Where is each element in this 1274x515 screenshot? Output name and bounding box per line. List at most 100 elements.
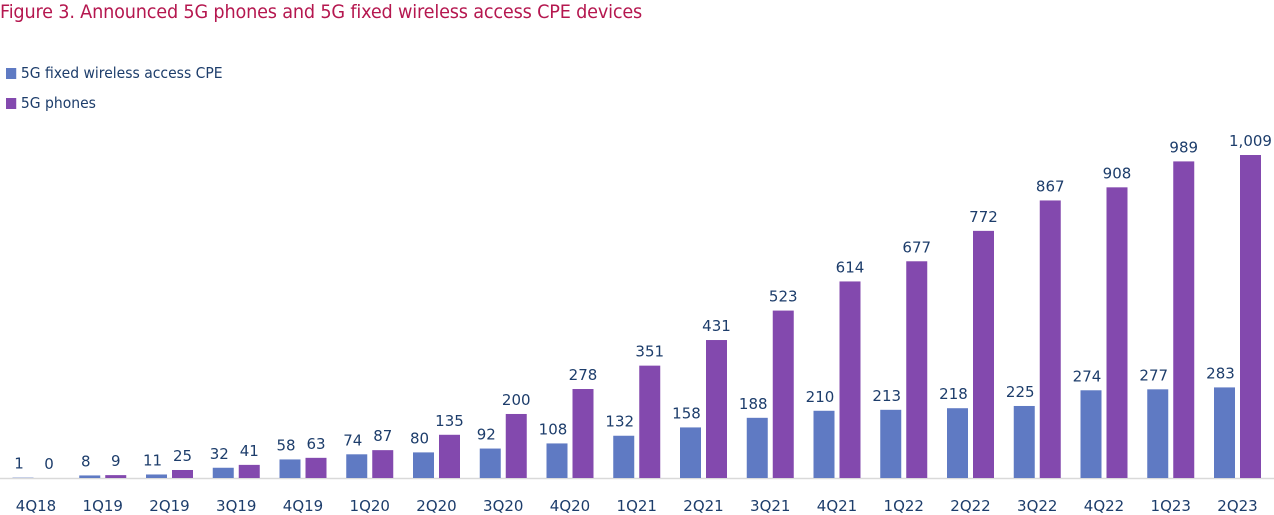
x-tick-label: 4Q20 [550,497,590,515]
x-tick-label: 4Q18 [16,497,56,515]
data-label-cpe: 218 [939,385,968,403]
x-tick-label: 4Q22 [1084,497,1124,515]
data-label-phones: 989 [1169,138,1198,156]
x-tick-label: 4Q19 [283,497,323,515]
bar-phones [1106,187,1128,478]
data-label-cpe: 74 [343,431,362,449]
bar-cpe [613,435,635,478]
data-label-cpe: 188 [739,395,768,413]
bar-phones [906,261,928,478]
data-label-phones: 0 [44,455,54,473]
bar-cpe [546,443,568,478]
bar-phones [572,389,594,478]
bar-phones [172,469,193,478]
data-label-cpe: 92 [477,426,496,444]
x-tick-label: 4Q21 [817,497,857,515]
bar-cpe [813,410,835,478]
data-label-cpe: 11 [143,451,162,469]
legend-swatch-cpe [6,67,17,79]
data-label-phones: 908 [1103,164,1132,182]
chart-title: Figure 3. Announced 5G phones and 5G fix… [0,1,643,23]
bar-cpe [880,409,902,478]
bar-phones [973,230,994,478]
data-label-phones: 200 [502,391,531,409]
bar-phones [305,457,327,478]
bar-cpe [279,459,301,478]
bar-phones [772,310,794,478]
data-label-cpe: 108 [539,420,568,438]
x-tick-label: 3Q19 [216,497,256,515]
bar-cpe [1013,405,1035,478]
x-tick-label: 3Q21 [750,497,790,515]
data-label-phones: 63 [306,435,325,453]
legend-item-phones: 5G phones [6,88,223,118]
data-label-cpe: 80 [410,429,429,447]
data-label-cpe: 32 [210,445,229,463]
bar-phones [105,475,127,478]
x-tick-label: 2Q21 [683,497,723,515]
x-tick-label: 1Q22 [884,497,924,515]
x-tick-label: 2Q23 [1217,497,1257,515]
data-label-cpe: 283 [1206,364,1235,382]
x-tick-label: 3Q20 [483,497,523,515]
bar-phones [372,450,394,478]
legend-label-phones: 5G phones [20,94,96,112]
x-tick-label: 2Q19 [149,497,189,515]
x-tick-label: 2Q20 [416,497,456,515]
data-label-cpe: 277 [1139,366,1168,384]
x-tick-label: 1Q19 [83,497,123,515]
bar-cpe [947,408,968,478]
bar-cpe [1147,389,1169,478]
legend-item-cpe: 5G fixed wireless access CPE [6,58,223,88]
data-label-phones: 867 [1036,177,1065,195]
bar-phones [839,281,861,478]
bar-cpe [79,475,101,478]
data-label-phones: 523 [769,288,798,306]
data-label-phones: 677 [902,238,931,256]
legend: 5G fixed wireless access CPE 5G phones [6,58,239,118]
bar-phones [706,340,727,478]
x-tick-label: 3Q22 [1017,497,1057,515]
bar-phones [1173,161,1195,478]
bar-phones [505,413,527,478]
data-label-phones: 87 [373,427,392,445]
bar-cpe [746,417,768,478]
data-label-phones: 135 [435,412,464,430]
data-label-phones: 1,009 [1229,132,1272,150]
x-tick-label: 1Q21 [617,497,657,515]
data-label-cpe: 1 [14,455,24,473]
data-label-phones: 772 [969,208,998,226]
data-label-cpe: 132 [605,413,634,431]
bar-cpe [146,474,167,478]
data-label-phones: 614 [836,258,865,276]
data-label-phones: 351 [635,343,664,361]
legend-swatch-phones [6,97,17,109]
data-label-phones: 9 [111,452,121,470]
bar-cpe [1214,387,1235,478]
data-label-cpe: 58 [276,436,295,454]
data-label-phones: 41 [240,442,259,460]
data-label-cpe: 158 [672,404,701,422]
x-tick-label: 2Q22 [950,497,990,515]
x-tick-label: 1Q23 [1151,497,1191,515]
data-label-phones: 278 [569,366,598,384]
data-label-phones: 431 [702,317,731,335]
bar-phones [639,365,661,478]
bar-cpe [413,452,434,478]
x-tick-label: 1Q20 [350,497,390,515]
legend-label-cpe: 5G fixed wireless access CPE [20,64,223,82]
bar-cpe [212,467,234,478]
bar-cpe [680,427,701,478]
bar-cpe [346,454,368,478]
data-label-cpe: 225 [1006,383,1035,401]
bar-phones [238,464,260,478]
data-label-cpe: 8 [81,452,91,470]
data-label-phones: 25 [173,447,192,465]
bar-phones [439,434,460,478]
bar-phones [1240,155,1261,478]
bar-cpe [1080,390,1102,478]
data-label-cpe: 213 [872,387,901,405]
bar-cpe [479,448,501,478]
bar-phones [1039,200,1061,478]
